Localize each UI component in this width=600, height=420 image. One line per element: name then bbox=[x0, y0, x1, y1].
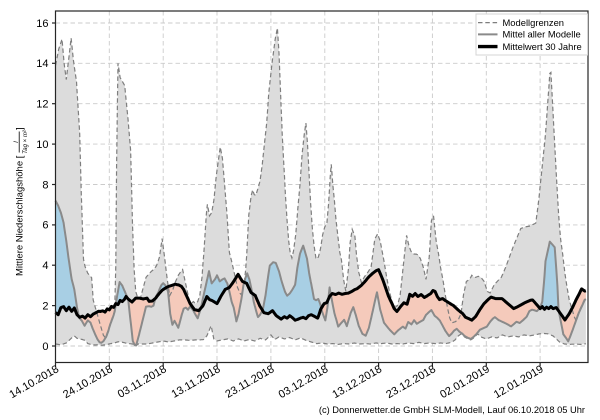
svg-text:Tag × m²: Tag × m² bbox=[23, 129, 29, 154]
svg-text:2: 2 bbox=[42, 300, 48, 312]
svg-text:(c) Donnerwetter.de GmbH SLM-M: (c) Donnerwetter.de GmbH SLM-Modell, Lau… bbox=[319, 405, 585, 415]
svg-text:14: 14 bbox=[36, 58, 48, 70]
svg-text:Mittelwert 30 Jahre: Mittelwert 30 Jahre bbox=[503, 41, 582, 52]
svg-text:Mittel aller Modelle: Mittel aller Modelle bbox=[503, 29, 581, 40]
svg-text:6: 6 bbox=[42, 220, 48, 232]
svg-text:]: ] bbox=[15, 127, 26, 130]
svg-text:Modellgrenzen: Modellgrenzen bbox=[503, 17, 565, 28]
svg-text:16: 16 bbox=[36, 18, 48, 30]
svg-text:4: 4 bbox=[42, 260, 48, 272]
svg-text:10: 10 bbox=[36, 139, 48, 151]
svg-text:0: 0 bbox=[42, 341, 48, 353]
svg-text:l: l bbox=[13, 141, 20, 143]
svg-text:Mittlere Niederschlagshöhe [: Mittlere Niederschlagshöhe [ bbox=[15, 155, 26, 276]
svg-text:8: 8 bbox=[42, 179, 48, 191]
svg-text:12: 12 bbox=[36, 99, 48, 111]
